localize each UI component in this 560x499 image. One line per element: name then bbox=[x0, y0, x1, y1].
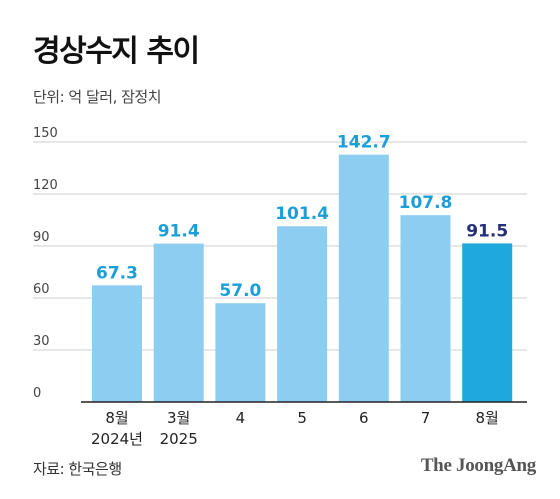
bar bbox=[400, 215, 451, 402]
bar bbox=[92, 285, 142, 402]
x-tick-label: 7 bbox=[421, 409, 431, 427]
x-tick-label: 3월 bbox=[167, 409, 190, 427]
bar bbox=[277, 226, 328, 402]
value-label: 57.0 bbox=[219, 281, 261, 301]
y-tick-label: 120 bbox=[33, 178, 58, 193]
value-label: 142.7 bbox=[337, 133, 391, 153]
bar bbox=[215, 303, 266, 402]
bar bbox=[338, 154, 389, 402]
value-label: 91.5 bbox=[466, 221, 508, 241]
value-label: 91.4 bbox=[158, 222, 200, 242]
y-tick-label: 90 bbox=[33, 230, 50, 245]
bar bbox=[153, 243, 204, 402]
brand-logo: The JoongAng bbox=[420, 455, 536, 476]
source-label: 자료: 한국은행 bbox=[33, 460, 122, 478]
x-tick-label: 4 bbox=[236, 409, 246, 427]
x-tick-label: 5 bbox=[297, 409, 307, 427]
unit-label: 단위: 억 달러, 잠정치 bbox=[33, 88, 162, 106]
x-tick-label: 2025 bbox=[160, 430, 198, 448]
page-title: 경상수지 추이 bbox=[33, 34, 200, 69]
x-tick-label: 6 bbox=[359, 409, 369, 427]
x-tick-label: 8월 bbox=[105, 409, 128, 427]
y-tick-label: 30 bbox=[33, 334, 50, 349]
y-tick-label: 60 bbox=[33, 282, 50, 297]
x-tick-label: 2024년 bbox=[91, 430, 143, 448]
x-tick-label: 8월 bbox=[476, 409, 499, 427]
y-tick-label: 0 bbox=[33, 386, 41, 401]
value-label: 101.4 bbox=[275, 204, 329, 224]
value-label: 67.3 bbox=[96, 263, 138, 283]
bar bbox=[462, 243, 513, 402]
value-label: 107.8 bbox=[399, 193, 453, 213]
y-tick-label: 150 bbox=[33, 126, 58, 141]
